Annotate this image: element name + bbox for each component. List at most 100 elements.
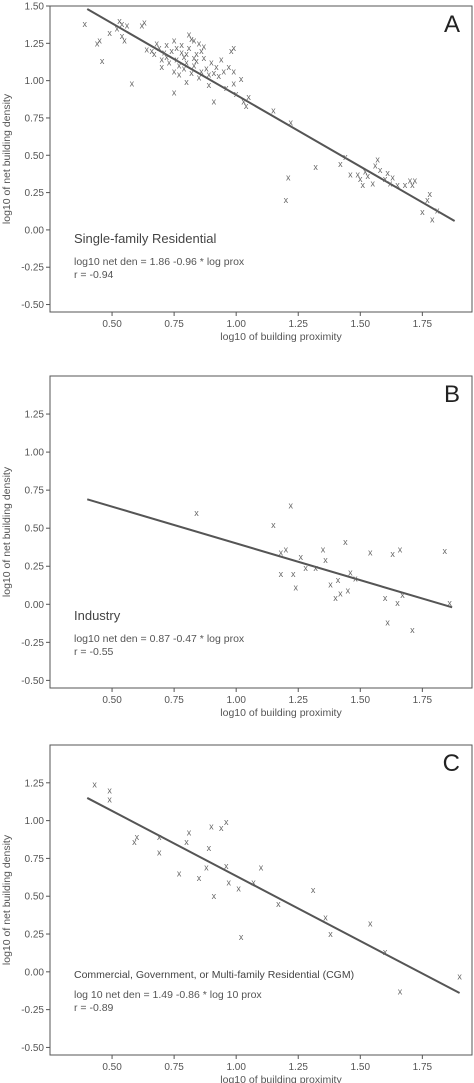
data-point: x — [174, 55, 179, 65]
data-point: x — [107, 785, 112, 795]
data-point: x — [368, 918, 373, 928]
data-point: x — [298, 552, 303, 562]
data-point: x — [187, 29, 192, 39]
data-point: x — [187, 43, 192, 53]
data-point: x — [246, 92, 251, 102]
data-point: x — [145, 44, 150, 54]
data-point: x — [383, 947, 388, 957]
series-annotation: Single-family Residential — [74, 231, 216, 246]
data-point: x — [333, 593, 338, 603]
x-tick-label: 1.50 — [351, 695, 371, 706]
data-point: x — [197, 38, 202, 48]
y-tick-label: 0.50 — [25, 892, 45, 903]
regression-line — [86, 797, 461, 994]
data-point: x — [410, 625, 415, 635]
y-tick-label: 0.75 — [25, 486, 45, 497]
x-tick-label: 1.00 — [226, 1062, 246, 1073]
data-point: x — [115, 23, 120, 33]
data-point: x — [413, 176, 418, 186]
data-point: x — [231, 43, 236, 53]
data-point: x — [207, 80, 212, 90]
data-point: x — [184, 49, 189, 59]
data-point: x — [279, 569, 284, 579]
data-point: x — [194, 49, 199, 59]
data-point: x — [276, 899, 281, 909]
data-point: x — [231, 79, 236, 89]
regression-equation: log 10 net den = 1.49 -0.86 * log 10 pro… — [74, 989, 262, 1001]
data-point: x — [251, 878, 256, 888]
data-point: x — [375, 155, 380, 165]
data-point: x — [390, 549, 395, 559]
x-tick-label: 1.75 — [413, 695, 433, 706]
data-point: x — [189, 68, 194, 78]
series-annotation: Industry — [74, 608, 121, 623]
data-point: x — [212, 97, 217, 107]
data-point: x — [286, 173, 291, 183]
data-point: x — [271, 520, 276, 530]
data-point: x — [398, 545, 403, 555]
data-point: x — [313, 563, 318, 573]
data-point: x — [390, 173, 395, 183]
plot-frame — [49, 375, 473, 689]
y-tick-label: 0.25 — [25, 930, 45, 941]
panel-b: B 0.50 0.75 1.00 1.25 1.50 1.75 -0.50 -0.25 0.00 0… — [1, 375, 473, 719]
data-point: x — [284, 195, 289, 205]
data-point: x — [199, 67, 204, 77]
data-point: x — [209, 822, 214, 832]
data-point: x — [224, 817, 229, 827]
y-tick-label: 0.75 — [25, 854, 45, 865]
data-point: x — [159, 55, 164, 65]
data-point: x — [425, 195, 430, 205]
data-point: x — [353, 573, 358, 583]
data-point: x — [294, 583, 299, 593]
data-point: x — [204, 64, 209, 74]
data-point: x — [159, 62, 164, 72]
data-point: x — [189, 34, 194, 44]
data-point: x — [197, 73, 202, 83]
y-tick-label: -0.25 — [21, 1005, 44, 1016]
x-tick-label: 0.50 — [102, 1062, 122, 1073]
y-tick-label: 1.00 — [25, 816, 45, 827]
data-point: x — [271, 105, 276, 115]
data-point: x — [244, 101, 249, 111]
data-point: x — [363, 167, 368, 177]
y-tick-label: 1.25 — [25, 39, 45, 50]
data-point: x — [83, 19, 88, 29]
data-point: x — [194, 508, 199, 518]
data-point: x — [192, 61, 197, 71]
data-point: x — [172, 88, 177, 98]
correlation-coefficient: r = -0.94 — [74, 269, 114, 281]
data-point: x — [202, 53, 207, 63]
data-point: x — [187, 828, 192, 838]
data-point: x — [224, 861, 229, 871]
y-tick-label: 1.25 — [25, 778, 45, 789]
data-point: x — [328, 580, 333, 590]
y-tick-label: 0.75 — [25, 113, 45, 124]
data-point: x — [343, 152, 348, 162]
y-tick-label: -0.25 — [21, 638, 44, 649]
data-point: x — [361, 180, 366, 190]
data-point: x — [130, 79, 135, 89]
data-point: x — [226, 62, 231, 72]
data-point: x — [169, 46, 174, 56]
data-point: x — [179, 40, 184, 50]
data-point: x — [435, 205, 440, 215]
data-point: x — [157, 847, 162, 857]
data-point: x — [236, 884, 241, 894]
y-tick-label: 1.00 — [25, 448, 45, 459]
y-tick-label: -0.50 — [21, 300, 44, 311]
data-point: x — [398, 986, 403, 996]
data-point: x — [457, 971, 462, 981]
y-tick-label: 0.00 — [25, 225, 45, 236]
panel-a: A 0.50 0.75 1.00 1.25 1.50 1.75 -0.50 -0.25 0.00 0… — [1, 2, 473, 343]
data-point: x — [150, 46, 155, 56]
data-point: x — [303, 563, 308, 573]
data-point: x — [226, 878, 231, 888]
data-point: x — [120, 19, 125, 29]
data-point: x — [239, 74, 244, 84]
data-point: x — [383, 593, 388, 603]
panel-label: C — [443, 750, 460, 777]
x-tick-label: 0.75 — [164, 1062, 184, 1073]
data-point: x — [365, 171, 370, 181]
